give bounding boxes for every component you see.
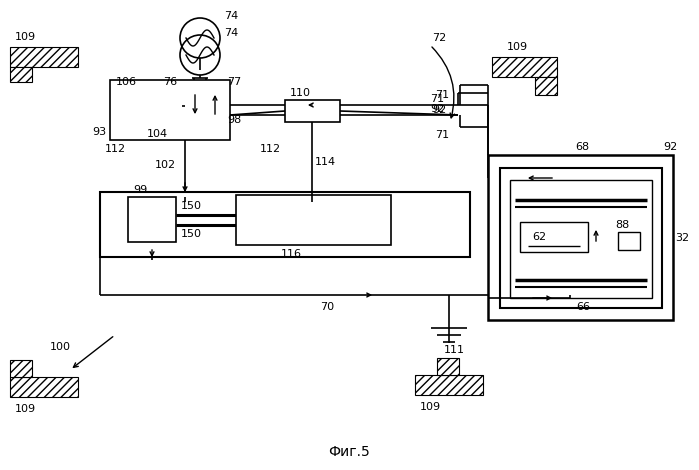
Bar (415, 375, 483, 395)
Text: 71: 71 (430, 94, 444, 104)
Text: 104: 104 (147, 129, 168, 139)
Text: 74: 74 (224, 28, 238, 38)
Text: 112: 112 (260, 144, 281, 154)
Text: 150: 150 (181, 201, 202, 211)
Text: 88: 88 (615, 220, 629, 230)
Bar (142, 87, 182, 125)
Text: 99: 99 (133, 185, 147, 195)
Text: 109: 109 (15, 32, 36, 42)
Bar (520, 222, 588, 252)
Text: 150: 150 (181, 229, 202, 239)
Text: 77: 77 (227, 77, 241, 87)
Bar (285, 100, 340, 122)
Text: 109: 109 (15, 404, 36, 414)
Bar (110, 80, 230, 140)
Text: 111: 111 (444, 345, 465, 355)
Text: 102: 102 (155, 160, 176, 170)
Bar (10, 377, 78, 397)
Bar (500, 168, 662, 308)
Bar (10, 47, 78, 67)
Text: 62: 62 (532, 232, 546, 242)
Text: 66: 66 (576, 302, 590, 312)
Bar (488, 155, 673, 320)
Bar (492, 57, 557, 77)
Text: 71: 71 (435, 90, 449, 100)
Text: 71: 71 (435, 130, 449, 140)
Bar (236, 195, 391, 245)
Text: 109: 109 (420, 402, 441, 412)
Text: 109: 109 (507, 42, 528, 52)
Text: 92: 92 (430, 104, 445, 114)
Text: 106: 106 (116, 77, 137, 87)
Bar (510, 180, 652, 298)
Bar (100, 192, 470, 257)
Bar (535, 77, 557, 95)
Text: 92: 92 (432, 105, 446, 115)
Text: 32: 32 (675, 233, 689, 243)
Text: 98: 98 (227, 115, 241, 125)
Text: 93: 93 (92, 127, 106, 137)
Bar (437, 358, 459, 375)
Text: 72: 72 (432, 33, 446, 43)
Text: 114: 114 (315, 157, 336, 167)
Text: 112: 112 (105, 144, 126, 154)
Text: 68: 68 (575, 142, 589, 152)
Bar (118, 90, 146, 112)
Bar (10, 360, 32, 377)
Bar (128, 197, 176, 242)
Bar (185, 87, 225, 125)
Text: 76: 76 (163, 77, 177, 87)
Text: 70: 70 (320, 302, 334, 312)
Bar (618, 232, 640, 250)
Text: 74: 74 (224, 11, 238, 21)
Bar (10, 67, 32, 82)
Text: 100: 100 (50, 342, 71, 352)
Text: Фиг.5: Фиг.5 (328, 445, 370, 459)
Text: 110: 110 (290, 88, 311, 98)
Text: 92: 92 (663, 142, 677, 152)
Text: 116: 116 (281, 249, 302, 259)
